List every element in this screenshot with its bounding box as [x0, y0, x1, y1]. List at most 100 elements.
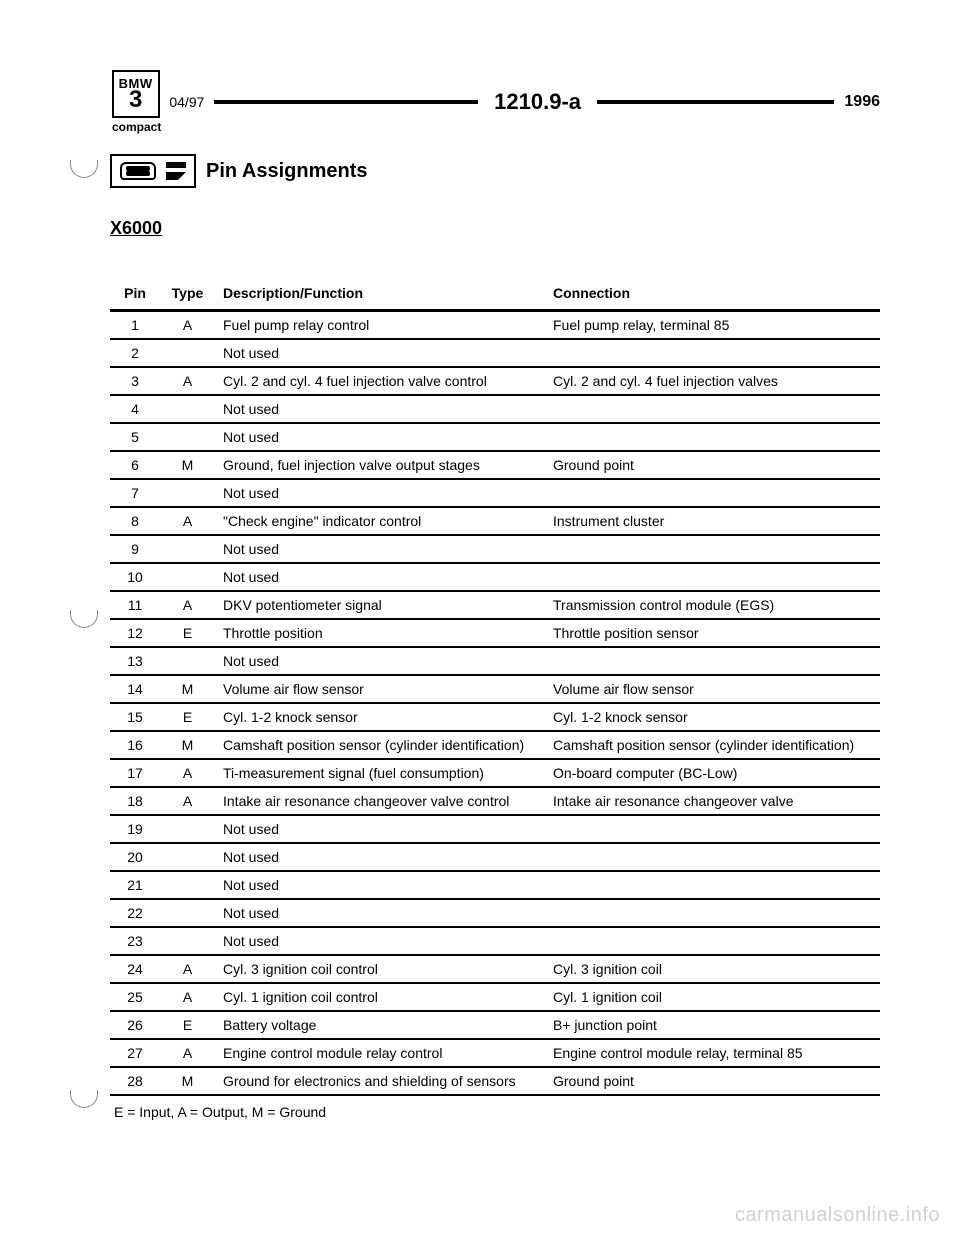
- cell-description: Ground for electronics and shielding of …: [215, 1067, 545, 1095]
- col-header-pin: Pin: [110, 279, 160, 311]
- cell-type: [160, 647, 215, 675]
- cell-type: A: [160, 983, 215, 1011]
- cell-type: [160, 423, 215, 451]
- table-row: 6MGround, fuel injection valve output st…: [110, 451, 880, 479]
- table-row: 18AIntake air resonance changeover valve…: [110, 787, 880, 815]
- table-row: 10Not used: [110, 563, 880, 591]
- cell-connection: [545, 563, 880, 591]
- table-row: 24ACyl. 3 ignition coil controlCyl. 3 ig…: [110, 955, 880, 983]
- cell-pin: 5: [110, 423, 160, 451]
- cell-connection: [545, 395, 880, 423]
- logo-model: 3: [129, 90, 142, 110]
- table-row: 4Not used: [110, 395, 880, 423]
- cell-connection: Camshaft position sensor (cylinder ident…: [545, 731, 880, 759]
- decorative-mark: [70, 1090, 98, 1108]
- cell-description: Cyl. 2 and cyl. 4 fuel injection valve c…: [215, 367, 545, 395]
- cell-connection: [545, 479, 880, 507]
- cell-connection: [545, 339, 880, 367]
- table-row: 5 Not used: [110, 423, 880, 451]
- cell-connection: [545, 871, 880, 899]
- cell-pin: 16: [110, 731, 160, 759]
- cell-type: E: [160, 619, 215, 647]
- cell-description: Throttle position: [215, 619, 545, 647]
- table-row: 21Not used: [110, 871, 880, 899]
- cell-description: Not used: [215, 479, 545, 507]
- header-date: 04/97: [169, 94, 204, 110]
- cell-description: Volume air flow sensor: [215, 675, 545, 703]
- table-row: 20 Not used: [110, 843, 880, 871]
- cell-connection: [545, 647, 880, 675]
- cell-connection: Cyl. 2 and cyl. 4 fuel injection valves: [545, 367, 880, 395]
- decorative-mark: [70, 610, 98, 628]
- cell-pin: 1: [110, 311, 160, 340]
- cell-description: Cyl. 1-2 knock sensor: [215, 703, 545, 731]
- cell-description: Intake air resonance changeover valve co…: [215, 787, 545, 815]
- cell-connection: [545, 535, 880, 563]
- cell-pin: 9: [110, 535, 160, 563]
- cell-description: Not used: [215, 423, 545, 451]
- col-header-desc: Description/Function: [215, 279, 545, 311]
- cell-connection: [545, 815, 880, 843]
- cell-type: E: [160, 1011, 215, 1039]
- table-row: 13Not used: [110, 647, 880, 675]
- cell-description: Ground, fuel injection valve output stag…: [215, 451, 545, 479]
- cell-connection: Intake air resonance changeover valve: [545, 787, 880, 815]
- cell-description: Not used: [215, 339, 545, 367]
- cell-type: [160, 899, 215, 927]
- cell-connection: [545, 927, 880, 955]
- bmw-logo: BMW 3: [112, 70, 160, 118]
- cell-description: Cyl. 3 ignition coil control: [215, 955, 545, 983]
- cell-description: Not used: [215, 535, 545, 563]
- cell-description: Not used: [215, 647, 545, 675]
- table-row: 14MVolume air flow sensorVolume air flow…: [110, 675, 880, 703]
- cell-type: M: [160, 675, 215, 703]
- table-row: 9 Not used: [110, 535, 880, 563]
- cell-pin: 17: [110, 759, 160, 787]
- cell-connection: Instrument cluster: [545, 507, 880, 535]
- cell-type: M: [160, 1067, 215, 1095]
- cell-connection: Throttle position sensor: [545, 619, 880, 647]
- table-row: 17ATi-measurement signal (fuel consumpti…: [110, 759, 880, 787]
- table-row: 23Not used: [110, 927, 880, 955]
- cell-pin: 19: [110, 815, 160, 843]
- cell-description: Not used: [215, 843, 545, 871]
- cell-pin: 27: [110, 1039, 160, 1067]
- table-row: 15ECyl. 1-2 knock sensorCyl. 1-2 knock s…: [110, 703, 880, 731]
- cell-type: A: [160, 1039, 215, 1067]
- cell-type: [160, 843, 215, 871]
- cell-connection: [545, 423, 880, 451]
- cell-type: A: [160, 955, 215, 983]
- cell-connection: Volume air flow sensor: [545, 675, 880, 703]
- cell-type: A: [160, 591, 215, 619]
- cell-description: Engine control module relay control: [215, 1039, 545, 1067]
- cell-pin: 3: [110, 367, 160, 395]
- cell-type: [160, 395, 215, 423]
- cell-pin: 8: [110, 507, 160, 535]
- table-row: 16MCamshaft position sensor (cylinder id…: [110, 731, 880, 759]
- table-row: 7 Not used: [110, 479, 880, 507]
- cell-type: [160, 339, 215, 367]
- connector-icon: [120, 162, 156, 180]
- table-row: 26EBattery voltageB+ junction point: [110, 1011, 880, 1039]
- section-header: Pin Assignments: [110, 154, 880, 188]
- col-header-conn: Connection: [545, 279, 880, 311]
- section-title: Pin Assignments: [206, 160, 368, 183]
- cell-pin: 7: [110, 479, 160, 507]
- cell-description: Not used: [215, 815, 545, 843]
- pin-assignments-table: Pin Type Description/Function Connection…: [110, 279, 880, 1096]
- table-row: 3ACyl. 2 and cyl. 4 fuel injection valve…: [110, 367, 880, 395]
- legend: E = Input, A = Output, M = Ground: [110, 1104, 880, 1120]
- cell-pin: 21: [110, 871, 160, 899]
- cell-connection: Ground point: [545, 1067, 880, 1095]
- header-code: 1210.9-a: [494, 89, 581, 115]
- cell-pin: 20: [110, 843, 160, 871]
- cell-description: Fuel pump relay control: [215, 311, 545, 340]
- header-rule: [597, 100, 834, 104]
- cell-pin: 11: [110, 591, 160, 619]
- cell-description: Not used: [215, 927, 545, 955]
- cell-connection: [545, 843, 880, 871]
- cell-connection: [545, 899, 880, 927]
- table-row: 19 Not used: [110, 815, 880, 843]
- cell-pin: 6: [110, 451, 160, 479]
- table-row: 25ACyl. 1 ignition coil controlCyl. 1 ig…: [110, 983, 880, 1011]
